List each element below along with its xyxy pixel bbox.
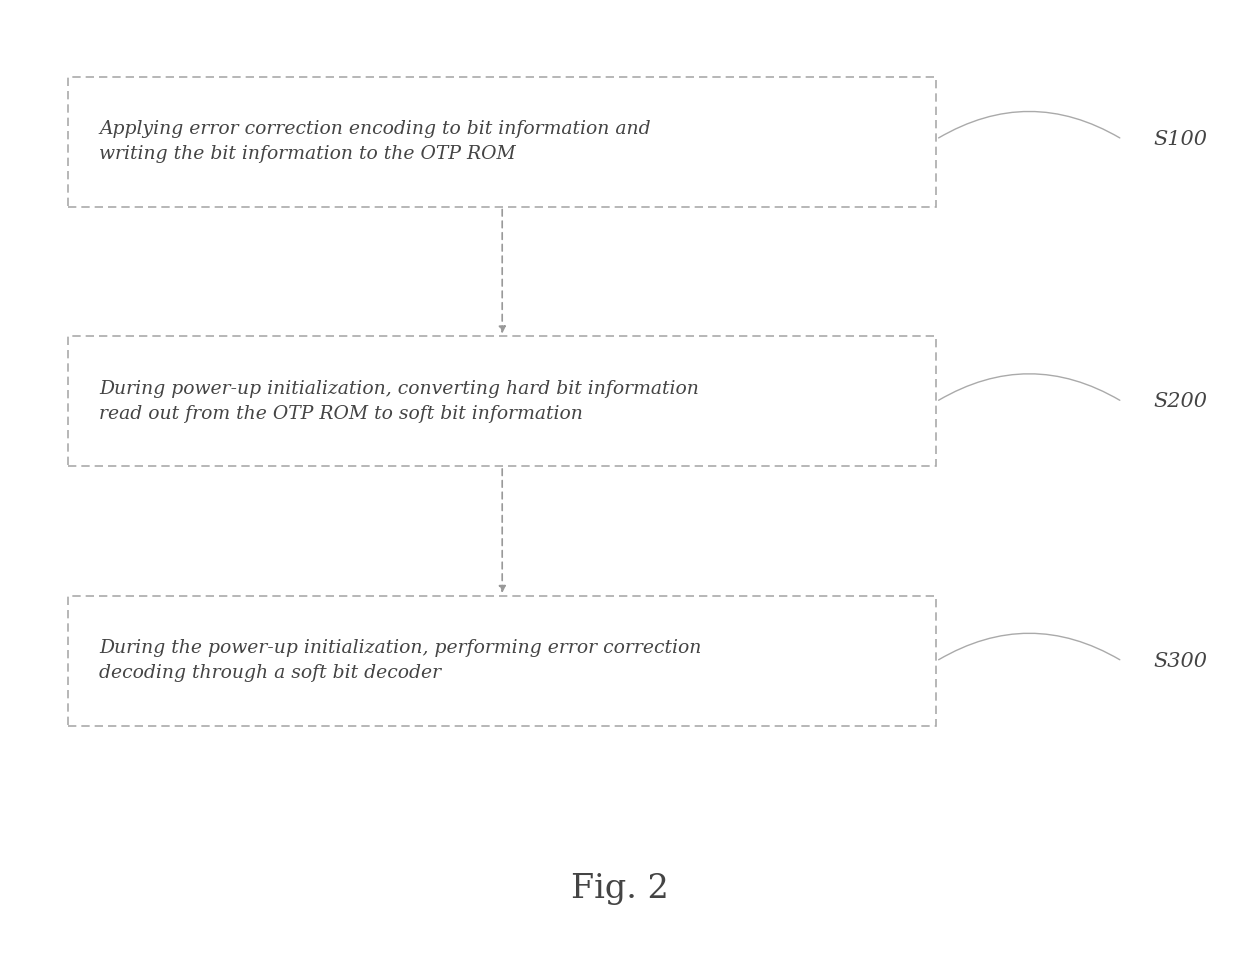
Text: Fig. 2: Fig. 2 bbox=[572, 873, 668, 905]
Bar bbox=[68, 336, 936, 466]
Text: During power-up initialization, converting hard bit information
read out from th: During power-up initialization, converti… bbox=[99, 380, 699, 423]
Text: S200: S200 bbox=[1153, 392, 1208, 411]
Bar bbox=[68, 596, 936, 726]
Bar bbox=[68, 77, 936, 207]
Text: S100: S100 bbox=[1153, 130, 1208, 149]
Text: Applying error correction encoding to bit information and
writing the bit inform: Applying error correction encoding to bi… bbox=[99, 120, 651, 163]
Text: S300: S300 bbox=[1153, 652, 1208, 671]
Text: During the power-up initialization, performing error correction
decoding through: During the power-up initialization, perf… bbox=[99, 639, 702, 682]
